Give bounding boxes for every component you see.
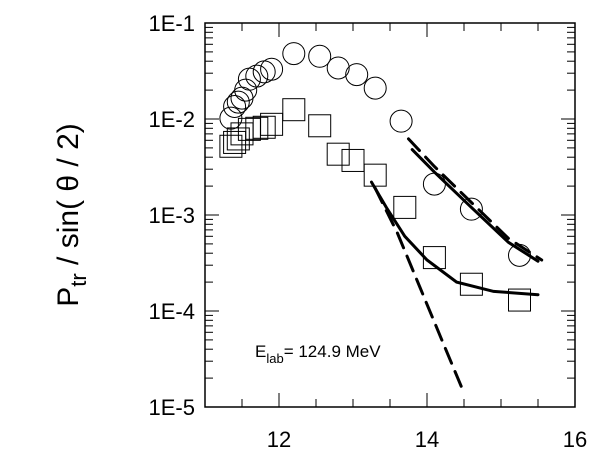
square-point	[308, 114, 332, 138]
x-tick-label: 16	[563, 427, 587, 452]
y-tick-label: 1E-3	[149, 203, 195, 228]
circle-point	[422, 172, 446, 196]
square-point	[422, 246, 446, 270]
square-point	[508, 288, 531, 312]
circle-point	[308, 44, 332, 68]
plot-marks	[219, 42, 544, 395]
circle-point	[245, 64, 269, 88]
circle-point	[459, 197, 483, 221]
square-point	[326, 142, 350, 166]
circle-point	[252, 60, 276, 84]
solid-curve	[410, 148, 540, 263]
square-point	[363, 163, 387, 187]
y-tick-label: 1E-1	[149, 11, 195, 36]
tick-labels: 1E-1 1E-2 1E-3 1E-4 1E-5 12 14 16	[149, 11, 588, 452]
square-point	[282, 98, 306, 122]
square-point	[393, 195, 417, 219]
axis-ticks	[204, 23, 576, 408]
circle-point	[363, 76, 387, 100]
circle-point	[345, 63, 369, 87]
circle-point	[282, 42, 306, 66]
y-tick-label: 1E-4	[149, 299, 195, 324]
circle-point	[326, 56, 350, 80]
circle-point	[234, 78, 258, 102]
circle-point	[260, 57, 284, 81]
square-point	[223, 130, 247, 154]
square-point	[459, 272, 483, 296]
circle-point	[223, 94, 247, 118]
circle-point	[226, 90, 250, 114]
x-tick-label: 12	[267, 427, 291, 452]
energy-annotation: Elab= 124.9 MeV	[255, 342, 381, 366]
solid-curve	[370, 180, 540, 297]
circle-point	[508, 243, 531, 267]
y-axis-title: Ptr / sin( θ / 2)	[52, 123, 91, 307]
y-tick-label: 1E-5	[149, 395, 195, 420]
dashed-curve	[407, 137, 544, 262]
square-point	[260, 112, 284, 136]
square-point	[341, 148, 365, 172]
square-point	[245, 116, 269, 140]
dashed-curve	[373, 186, 466, 395]
y-tick-label: 1E-2	[149, 107, 195, 132]
circle-point	[389, 109, 413, 133]
square-point	[252, 115, 276, 139]
x-tick-label: 14	[415, 427, 439, 452]
